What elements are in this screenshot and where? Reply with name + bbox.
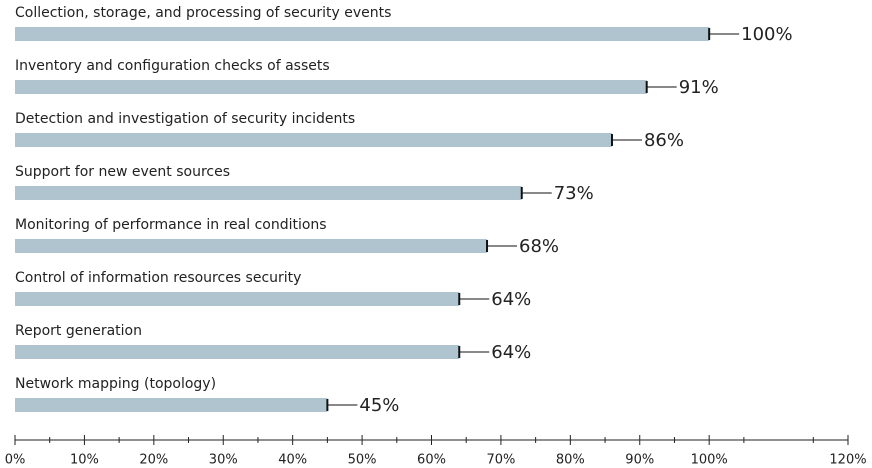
bar [15,27,710,41]
x-tick-label: 10% [70,453,99,468]
category-label: Control of information resources securit… [15,270,301,286]
x-tick-label: 0% [5,453,26,468]
value-label: 73% [554,183,594,204]
bar [15,186,522,200]
category-label: Monitoring of performance in real condit… [15,217,327,233]
category-label: Report generation [15,323,142,339]
bar [15,345,460,359]
bar [15,239,488,253]
bar [15,80,647,94]
bar [15,133,612,147]
x-tick-label: 30% [209,453,238,468]
value-label: 64% [491,289,531,310]
value-label: 91% [679,77,719,98]
category-label: Collection, storage, and processing of s… [15,5,391,21]
category-label: Detection and investigation of security … [15,111,355,127]
x-tick-label: 60% [417,453,446,468]
value-label: 64% [491,342,531,363]
value-label: 100% [741,24,792,45]
value-label: 86% [644,130,684,151]
x-tick-label: 50% [348,453,377,468]
x-tick-label: 100% [691,453,728,468]
x-tick-label: 80% [556,453,585,468]
category-label: Network mapping (topology) [15,376,216,392]
x-tick-label: 40% [278,453,307,468]
x-tick-label: 70% [486,453,515,468]
bar [15,398,328,412]
bar [15,292,460,306]
x-tick-label: 90% [625,453,654,468]
category-label: Support for new event sources [15,164,230,180]
category-label: Inventory and configuration checks of as… [15,58,330,74]
value-label: 45% [359,395,399,416]
x-tick-label: 120% [829,453,866,468]
x-tick-label: 20% [139,453,168,468]
value-label: 68% [519,236,559,257]
